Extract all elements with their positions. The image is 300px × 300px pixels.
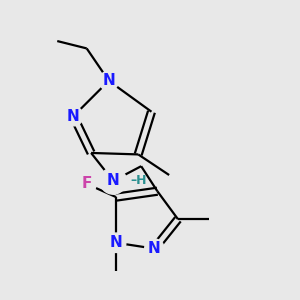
Text: N: N	[102, 73, 115, 88]
Circle shape	[99, 71, 118, 91]
Text: –H: –H	[131, 174, 147, 188]
Text: N: N	[148, 241, 161, 256]
Text: N: N	[107, 173, 120, 188]
Text: F: F	[82, 176, 92, 191]
Circle shape	[77, 174, 96, 194]
Circle shape	[64, 106, 83, 126]
Circle shape	[106, 233, 126, 253]
Text: N: N	[67, 109, 80, 124]
Circle shape	[145, 239, 164, 258]
Text: N: N	[110, 235, 122, 250]
Circle shape	[100, 168, 126, 194]
